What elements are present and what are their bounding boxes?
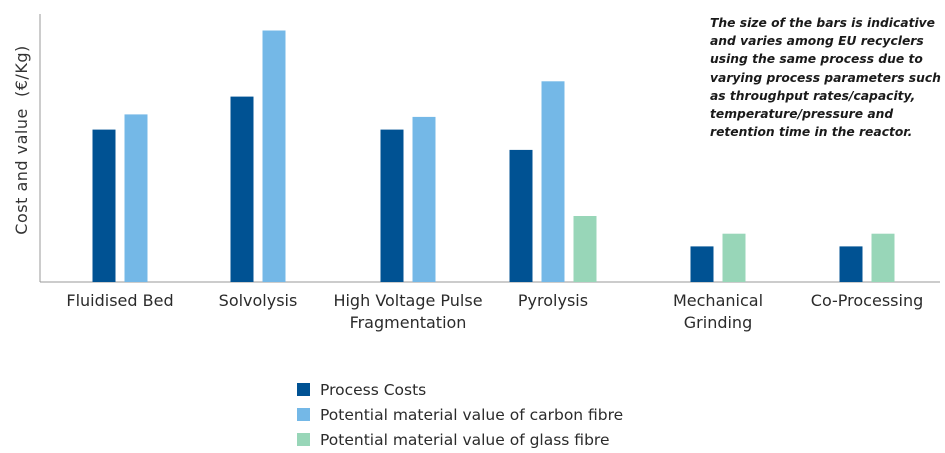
annotation-line: temperature/pressure and bbox=[710, 107, 894, 122]
category-label-line: Fragmentation bbox=[350, 313, 467, 332]
bar-process-costs bbox=[230, 96, 254, 282]
annotation-line: and varies among EU recyclers bbox=[710, 34, 924, 49]
legend-swatch bbox=[297, 433, 310, 446]
annotation-line: as throughput rates/capacity, bbox=[710, 88, 916, 103]
legend-label: Process Costs bbox=[320, 380, 427, 399]
legend-item-process-costs: Process Costs bbox=[297, 377, 623, 402]
category-label: Fluidised Bed bbox=[66, 291, 173, 310]
category-label: Solvolysis bbox=[219, 291, 298, 310]
category-label: Pyrolysis bbox=[518, 291, 588, 310]
bar-process-costs bbox=[839, 246, 863, 282]
annotation-line: The size of the bars is indicative bbox=[710, 16, 936, 30]
annotation-line: retention time in the reactor. bbox=[710, 125, 913, 140]
annotation-line: varying process parameters such bbox=[710, 70, 941, 85]
bar-carbon-fibre bbox=[262, 30, 286, 282]
y-axis-label: Cost and value (€/Kg) bbox=[12, 45, 31, 234]
legend-item-glass-fibre: Potential material value of glass fibre bbox=[297, 427, 623, 452]
bar-process-costs bbox=[92, 129, 116, 282]
category-label-line: Co-Processing bbox=[811, 291, 923, 310]
category-labels: Fluidised Bed Solvolysis High Voltage Puls… bbox=[66, 291, 923, 332]
legend: Process Costs Potential material value o… bbox=[297, 377, 623, 452]
annotation-line: using the same process due to bbox=[710, 52, 923, 67]
legend-label: Potential material value of glass fibre bbox=[320, 430, 610, 449]
bar-carbon-fibre bbox=[412, 116, 436, 283]
category-label-line: Solvolysis bbox=[219, 291, 298, 310]
bar-carbon-fibre bbox=[541, 81, 565, 282]
legend-item-carbon-fibre: Potential material value of carbon fibre bbox=[297, 402, 623, 427]
bars bbox=[92, 30, 895, 283]
bar-glass-fibre bbox=[871, 233, 895, 282]
legend-label: Potential material value of carbon fibre bbox=[320, 405, 624, 424]
category-label: Co-Processing bbox=[811, 291, 923, 310]
bar-glass-fibre bbox=[573, 216, 597, 282]
bar-process-costs bbox=[690, 246, 714, 282]
bar-process-costs bbox=[380, 129, 404, 282]
bar-glass-fibre bbox=[722, 233, 746, 282]
bar-process-costs bbox=[509, 149, 533, 282]
bar-carbon-fibre bbox=[124, 114, 148, 283]
annotation-note: The size of the bars is indicative and v… bbox=[710, 14, 942, 141]
category-label: Mechanical Grinding bbox=[673, 291, 763, 332]
category-label-line: Mechanical bbox=[673, 291, 763, 310]
category-label-line: Pyrolysis bbox=[518, 291, 588, 310]
category-label-line: Fluidised Bed bbox=[66, 291, 173, 310]
category-label-line: High Voltage Pulse bbox=[333, 291, 482, 310]
category-label-line: Grinding bbox=[684, 313, 752, 332]
category-label: High Voltage Pulse Fragmentation bbox=[333, 291, 482, 332]
legend-swatch bbox=[297, 408, 310, 421]
legend-swatch bbox=[297, 383, 310, 396]
